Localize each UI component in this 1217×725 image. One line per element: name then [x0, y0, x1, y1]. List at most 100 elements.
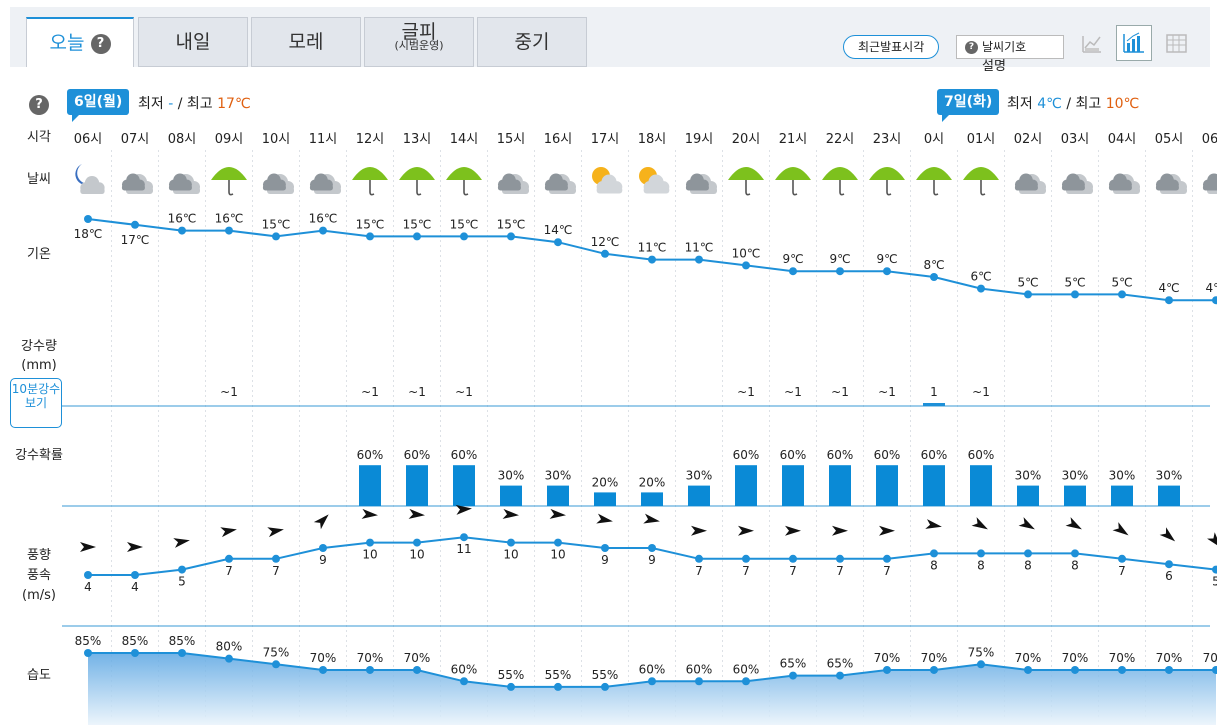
wind-speed-label: 10 — [550, 548, 565, 562]
umbrella-canopy — [446, 167, 482, 180]
pop-bar — [1064, 485, 1086, 506]
temperature-label: 4℃ — [1205, 281, 1217, 295]
pop-bar — [453, 465, 475, 506]
temperature-label: 11℃ — [638, 241, 667, 255]
wind-speed-point — [413, 538, 421, 547]
weather-rain-icon — [211, 167, 247, 196]
wind-direction-arrow-icon — [313, 514, 329, 530]
wind-speed-label: 8 — [930, 558, 938, 572]
pop-bar — [1158, 485, 1180, 506]
row-label-wind-unit: (m/s) — [22, 588, 56, 603]
wind-speed-label: 9 — [319, 553, 327, 567]
humidity-point — [883, 665, 891, 674]
help-icon[interactable]: ? — [29, 95, 49, 115]
tab-midterm-label: 중기 — [514, 31, 550, 53]
temperature-point — [883, 267, 891, 276]
hour-label: 08시 — [168, 132, 197, 147]
row-label-time: 시각 — [27, 130, 51, 145]
humidity-label: 70% — [1156, 651, 1183, 665]
tab-third-day-label: 글피 — [401, 21, 437, 43]
temperature-label: 15℃ — [356, 217, 385, 231]
pop-bar — [1017, 485, 1039, 506]
wind-speed-point — [1024, 549, 1032, 558]
wind-direction-arrow-icon — [80, 542, 96, 552]
hour-label: 06시 — [1202, 132, 1217, 147]
row-label-wind-speed: 풍속 — [27, 568, 51, 583]
max-value: 10℃ — [1105, 96, 1140, 112]
pop-label: 30% — [545, 469, 572, 483]
temperature-label: 16℃ — [168, 212, 197, 226]
wind-speed-point — [836, 554, 844, 563]
temperature-label: 11℃ — [685, 241, 714, 255]
temperature-point — [1212, 296, 1217, 305]
wind-direction-arrow-icon — [408, 508, 425, 519]
humidity-label: 70% — [357, 651, 384, 665]
pop-bar — [876, 465, 898, 506]
precip-label: 1 — [930, 385, 938, 399]
precip-label: ~1 — [784, 385, 802, 399]
ten-minute-precip-button[interactable]: 10분강수보기 — [10, 378, 62, 428]
wind-speed-label: 9 — [601, 553, 609, 567]
umbrella-handle — [416, 180, 422, 196]
temperature-label: 18℃ — [74, 227, 103, 241]
umbrella-canopy — [211, 167, 247, 180]
temperature-point — [225, 226, 233, 235]
cloud-part — [544, 184, 568, 191]
wind-direction-arrow-icon — [879, 525, 895, 536]
pop-bar — [688, 485, 710, 506]
wind-speed-label: 9 — [648, 553, 656, 567]
precip-label: ~1 — [972, 385, 990, 399]
line-chart-view-icon[interactable] — [1074, 25, 1110, 61]
temperature-point — [695, 255, 703, 264]
hour-label: 07시 — [121, 132, 150, 147]
wind-speed-point — [460, 533, 468, 542]
hour-label: 13시 — [403, 132, 432, 147]
wind-speed-point — [742, 554, 750, 563]
wind-speed-label: 7 — [272, 564, 280, 578]
pop-bar — [500, 485, 522, 506]
tab-tomorrow[interactable]: 내일 — [138, 17, 248, 67]
weather-cloudy-icon — [1155, 173, 1187, 194]
tab-today[interactable]: 오늘 ? — [26, 17, 134, 67]
wind-speed-label: 8 — [977, 558, 985, 572]
pop-bar — [641, 492, 663, 506]
temperature-point — [554, 238, 562, 247]
humidity-point — [178, 649, 186, 657]
humidity-label: 85% — [169, 634, 196, 648]
tab-third-day[interactable]: 글피 (시범운영) — [364, 17, 474, 67]
umbrella-handle — [886, 180, 892, 196]
tab-midterm[interactable]: 중기 — [477, 17, 587, 67]
wind-direction-arrow-icon — [361, 508, 378, 519]
temperature-label: 15℃ — [403, 217, 432, 231]
humidity-label: 60% — [639, 662, 666, 676]
wind-direction-arrow-icon — [173, 538, 190, 548]
row-label-humidity: 습도 — [27, 668, 51, 683]
wind-speed-point — [366, 538, 374, 547]
hour-label: 16시 — [544, 132, 573, 147]
cloud-part — [80, 187, 105, 194]
wind-speed-label: 7 — [742, 564, 750, 578]
humidity-label: 60% — [451, 662, 478, 676]
pop-bar — [970, 465, 992, 506]
separator: / — [1066, 96, 1072, 112]
pop-label: 60% — [968, 448, 995, 462]
pop-bar — [359, 465, 381, 506]
wind-direction-arrow-icon — [1159, 527, 1176, 542]
tab-day-after[interactable]: 모레 — [251, 17, 361, 67]
pop-label: 30% — [686, 469, 713, 483]
help-icon[interactable]: ? — [90, 33, 111, 54]
row-label-wind-dir: 풍향 — [27, 548, 51, 563]
table-view-icon[interactable] — [1158, 25, 1194, 61]
wind-speed-point — [554, 538, 562, 547]
weather-cloudy-icon — [544, 173, 576, 194]
tab-third-day-sub: (시범운영) — [394, 39, 444, 52]
min-value: - — [168, 96, 174, 112]
weather-symbol-button[interactable]: ? 날씨기호 — [956, 35, 1064, 59]
umbrella-canopy — [775, 167, 811, 180]
pop-bar — [829, 465, 851, 506]
humidity-point — [601, 682, 609, 691]
pop-bar — [406, 465, 428, 506]
humidity-point — [413, 665, 421, 674]
bar-chart-view-icon[interactable] — [1116, 25, 1152, 61]
recent-announce-button[interactable]: 최근발표시각 — [843, 35, 940, 59]
